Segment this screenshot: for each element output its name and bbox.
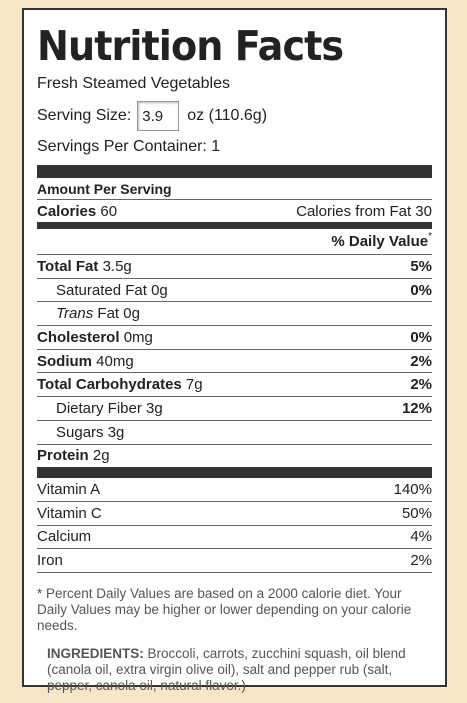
amount-per-serving: Amount Per Serving bbox=[37, 178, 432, 200]
nutrient: Trans Fat 0g bbox=[37, 305, 140, 322]
nutrient-name: Total Carbohydrates bbox=[37, 376, 182, 394]
serving-label: Serving Size: bbox=[37, 107, 132, 124]
dv-header: % Daily Value * bbox=[37, 229, 432, 255]
dv-asterisk: * bbox=[428, 231, 432, 242]
product-name: Fresh Steamed Vegetables bbox=[37, 75, 231, 92]
nutrient: Total Fat 3.5g bbox=[37, 258, 132, 275]
nutrient-row: Cholesterol 0mg 0% bbox=[37, 326, 432, 350]
nutrient-amount: 3g bbox=[146, 399, 163, 417]
serving-unit: oz (110.6g) bbox=[187, 107, 268, 124]
nutrient-name: Cholesterol bbox=[37, 328, 120, 346]
serving-input[interactable]: 3.9 bbox=[137, 101, 180, 131]
nutrient-row: Dietary Fiber 3g 12% bbox=[37, 397, 432, 421]
thick-rule bbox=[37, 467, 432, 479]
calories-value: 60 bbox=[100, 202, 118, 220]
nutrient-dv: 0% bbox=[410, 328, 432, 346]
nutrient: Sodium 40mg bbox=[37, 353, 134, 370]
vitamin-name: Iron bbox=[37, 552, 63, 570]
vitamin-dv: 2% bbox=[410, 552, 432, 570]
ingredients: INGREDIENTS: Broccoli, carrots, zucchini… bbox=[37, 646, 432, 694]
nutrient-amount: 0g bbox=[151, 281, 168, 299]
nutrient-row: Sodium 40mg 2% bbox=[37, 350, 432, 374]
servings-per-container: Servings Per Container: 1 bbox=[37, 138, 221, 155]
nutrient: Protein 2g bbox=[37, 447, 110, 464]
nutrition-label: Nutrition Facts Fresh Steamed Vegetables… bbox=[22, 8, 447, 693]
footnote: * Percent Daily Values are based on a 20… bbox=[37, 585, 412, 633]
vitamin-row: Vitamin C 50% bbox=[37, 502, 432, 526]
vitamin-row: Iron 2% bbox=[37, 549, 432, 573]
vitamin-name: Vitamin C bbox=[37, 504, 102, 522]
nutrient-dv: 0% bbox=[410, 281, 432, 299]
ingredients-text: Broccoli, carrots, zucchini squash, oil … bbox=[47, 645, 406, 693]
thick-rule bbox=[37, 222, 432, 229]
nutrient-name: Dietary Fiber bbox=[56, 399, 142, 417]
nutrient-dv: 2% bbox=[410, 352, 432, 370]
nutrient: Cholesterol 0mg bbox=[37, 329, 153, 346]
amount-label: Amount Per Serving bbox=[37, 180, 172, 197]
thick-rule bbox=[37, 165, 432, 178]
nutrient: Dietary Fiber 3g bbox=[37, 400, 163, 417]
nutrient: Total Carbohydrates 7g bbox=[37, 376, 203, 393]
nutrient-row: Sugars 3g bbox=[37, 421, 432, 445]
nutrient-name: Sugars bbox=[56, 423, 104, 441]
nutrient-amount: 0g bbox=[123, 305, 140, 323]
calories-row: Calories 60 Calories from Fat 30 bbox=[37, 200, 432, 222]
calories-from-fat: Calories from Fat 30 bbox=[296, 202, 432, 220]
nutrient-name: Total Fat bbox=[37, 257, 99, 275]
calories: Calories 60 bbox=[37, 203, 117, 220]
nutrient-amount: 3.5g bbox=[102, 257, 132, 275]
nutrient-name-italic: Trans bbox=[56, 305, 94, 323]
title: Nutrition Facts bbox=[37, 22, 344, 70]
calories-label: Calories bbox=[37, 202, 97, 220]
nutrient-row: Total Fat 3.5g 5% bbox=[37, 255, 432, 279]
nutrient-dv: 2% bbox=[410, 376, 432, 394]
nutrient-name: Saturated Fat bbox=[56, 281, 147, 299]
nutrients: Total Fat 3.5g 5% Saturated Fat 0g 0% Trans … bbox=[37, 255, 432, 467]
vitamin-dv: 140% bbox=[393, 481, 432, 499]
nutrient-dv: 5% bbox=[410, 257, 432, 275]
dv-header-label: % Daily Value bbox=[331, 233, 429, 250]
nutrient: Saturated Fat 0g bbox=[37, 282, 168, 299]
serving-size: Serving Size: 3.9 oz (110.6g) bbox=[37, 100, 432, 132]
vitamin-row: Vitamin A 140% bbox=[37, 478, 432, 502]
nutrient: Sugars 3g bbox=[37, 424, 124, 441]
nutrient-row: Protein 2g bbox=[37, 445, 432, 468]
nutrient-dv: 12% bbox=[401, 399, 432, 417]
nutrient-name: Fat bbox=[97, 305, 120, 323]
nutrient-row: Saturated Fat 0g 0% bbox=[37, 279, 432, 303]
vitamins: Vitamin A 140% Vitamin C 50% Calcium 4% Iron 2% bbox=[37, 478, 432, 573]
nutrient-row: Trans Fat 0g bbox=[37, 302, 432, 327]
nutrient-row: Total Carbohydrates 7g 2% bbox=[37, 373, 432, 398]
nutrient-amount: 3g bbox=[107, 423, 125, 441]
vitamin-name: Vitamin A bbox=[37, 481, 101, 499]
vitamin-name: Calcium bbox=[37, 528, 92, 546]
vitamin-row: Calcium 4% bbox=[37, 526, 432, 550]
nutrient-amount: 0mg bbox=[123, 328, 153, 346]
vitamin-dv: 50% bbox=[401, 504, 432, 522]
nutrient-name: Sodium bbox=[37, 352, 92, 370]
nutrient-amount: 40mg bbox=[96, 352, 134, 370]
nutrient-amount: 7g bbox=[185, 376, 203, 394]
nutrient-amount: 2g bbox=[92, 447, 110, 465]
ingredients-label: INGREDIENTS: bbox=[47, 645, 144, 661]
nutrient-name: Protein bbox=[37, 447, 89, 465]
vitamin-dv: 4% bbox=[410, 528, 432, 546]
